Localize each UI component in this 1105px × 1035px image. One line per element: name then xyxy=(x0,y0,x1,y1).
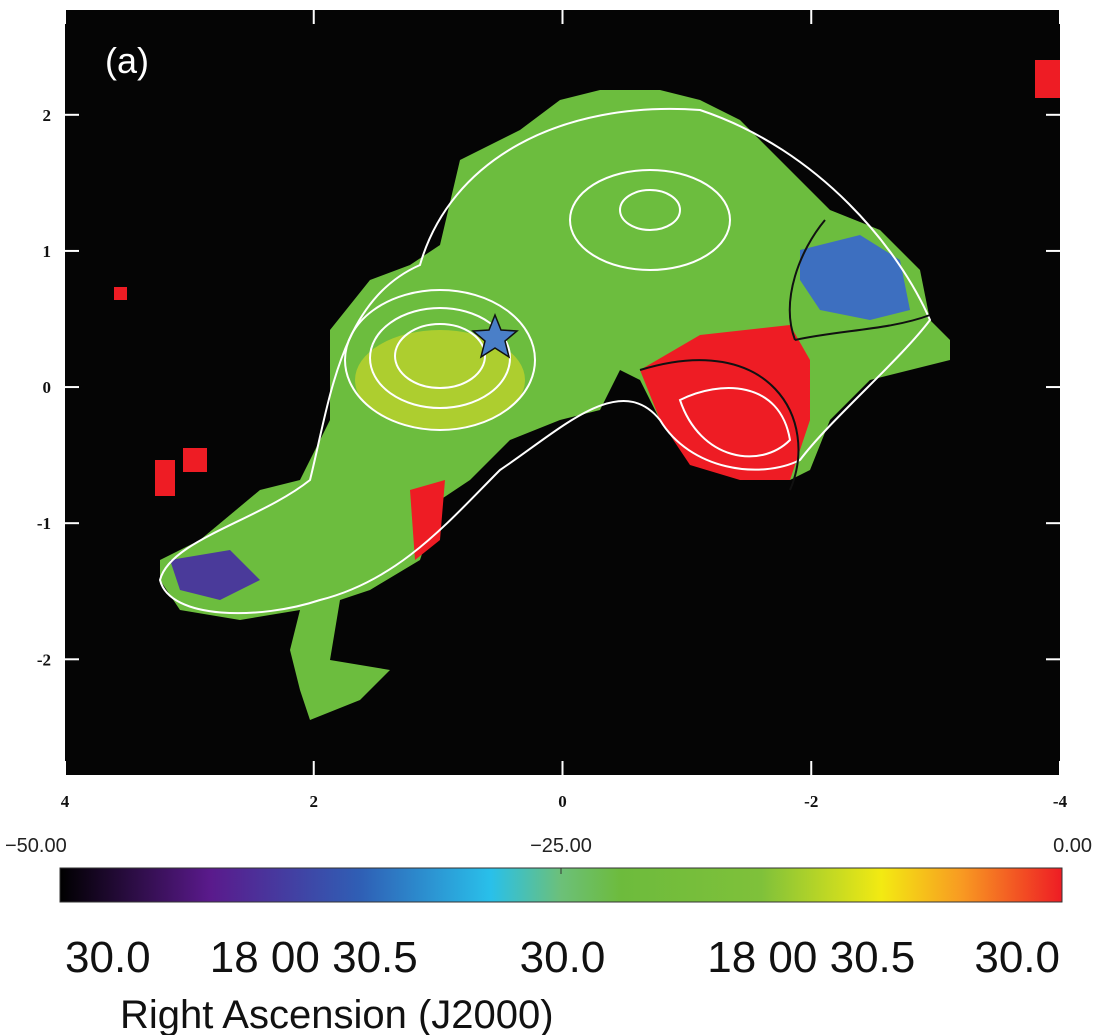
y-tick-label: 1 xyxy=(43,242,52,261)
colorbar-tick-label: −25.00 xyxy=(530,835,592,857)
colorbar-tick-label: 0.00 xyxy=(1053,835,1092,857)
y-tick-label: -1 xyxy=(37,514,51,533)
ra-tick-label: 30.0 xyxy=(65,933,151,982)
ra-tick-label: 18 00 30.5 xyxy=(210,933,418,982)
ra-tick-label: 30.0 xyxy=(974,933,1060,982)
y-tick-label: 0 xyxy=(43,378,52,397)
ra-labels: 30.0 18 00 30.5 30.0 18 00 30.5 30.0 xyxy=(65,933,1060,982)
colorbar-tick-label: −50.00 xyxy=(5,835,67,857)
x-tick-label: -2 xyxy=(804,792,818,811)
x-tick-label: 0 xyxy=(558,792,567,811)
x-tick-label: 4 xyxy=(61,792,70,811)
ra-tick-label: 30.0 xyxy=(520,933,606,982)
y-tick-label: 2 xyxy=(43,106,52,125)
x-tick-label: 2 xyxy=(310,792,319,811)
emission-map xyxy=(114,60,1060,720)
panel-label: (a) xyxy=(105,40,149,81)
x-tick-label: -4 xyxy=(1053,792,1068,811)
y-tick-label: -2 xyxy=(37,650,51,669)
ra-tick-label: 18 00 30.5 xyxy=(707,933,915,982)
x-axis-label: Right Ascension (J2000) xyxy=(120,993,554,1035)
